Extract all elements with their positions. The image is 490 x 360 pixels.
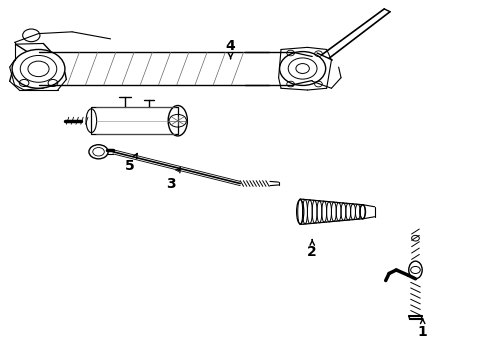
Text: 4: 4	[226, 39, 236, 59]
Text: 1: 1	[418, 319, 428, 339]
Text: 5: 5	[125, 153, 137, 173]
Text: 2: 2	[307, 240, 317, 259]
Text: 3: 3	[166, 168, 180, 190]
Bar	[91, 108, 178, 134]
